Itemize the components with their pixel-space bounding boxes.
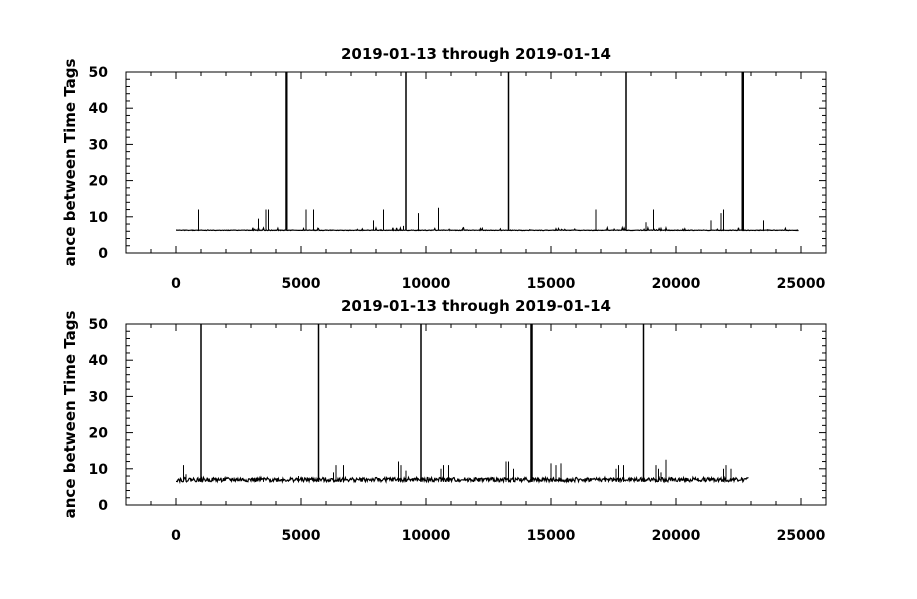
x-tick-label: 15000 bbox=[527, 276, 576, 292]
series-line bbox=[176, 475, 749, 485]
y-axis-label: ance between Time Tags bbox=[61, 311, 79, 519]
series-line bbox=[176, 225, 799, 232]
y-tick-label: 40 bbox=[89, 353, 109, 369]
x-tick-label: 10000 bbox=[402, 276, 451, 292]
x-tick-label: 25000 bbox=[777, 276, 826, 292]
x-tick-label: 20000 bbox=[652, 276, 701, 292]
y-tick-label: 10 bbox=[89, 210, 109, 226]
x-tick-label: 15000 bbox=[527, 528, 576, 544]
y-tick-label: 30 bbox=[89, 137, 109, 153]
x-tick-label: 0 bbox=[171, 276, 181, 292]
y-tick-label: 40 bbox=[89, 101, 109, 117]
chart-2: 2019-01-13 through 2019-01-14 ance betwee… bbox=[61, 297, 827, 544]
y-tick-label: 30 bbox=[89, 389, 109, 405]
y-axis-label: ance between Time Tags bbox=[61, 59, 79, 267]
chart-title: 2019-01-13 through 2019-01-14 bbox=[341, 297, 611, 315]
x-tick-label: 5000 bbox=[282, 528, 321, 544]
y-tick-label: 50 bbox=[89, 317, 109, 333]
x-tick-label: 10000 bbox=[402, 528, 451, 544]
y-tick-label: 50 bbox=[89, 65, 109, 81]
y-tick-label: 0 bbox=[98, 498, 108, 514]
x-tick-label: 25000 bbox=[777, 528, 826, 544]
y-tick-label: 0 bbox=[98, 246, 108, 262]
x-tick-label: 0 bbox=[171, 528, 181, 544]
y-tick-label: 20 bbox=[89, 174, 109, 190]
x-tick-label: 5000 bbox=[282, 276, 321, 292]
y-tick-label: 10 bbox=[89, 462, 109, 478]
y-tick-label: 20 bbox=[89, 426, 109, 442]
chart-title: 2019-01-13 through 2019-01-14 bbox=[341, 45, 611, 63]
chart-1: 2019-01-13 through 2019-01-14 ance betwee… bbox=[61, 45, 827, 292]
x-tick-label: 20000 bbox=[652, 528, 701, 544]
